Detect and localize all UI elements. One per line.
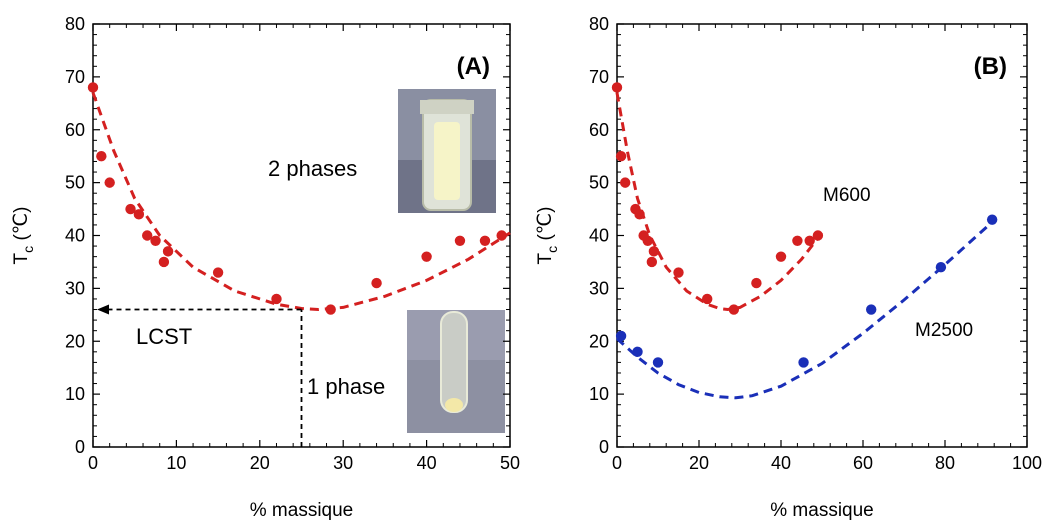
series-label-m600: M600 <box>823 185 871 206</box>
panel-b: 0 20 40 60 80 100 0 10 20 30 40 50 60 70 80 % massique T… <box>535 14 1042 520</box>
data-point <box>775 251 787 262</box>
data-point <box>142 230 153 241</box>
series-label-m2500: M2500 <box>915 320 973 341</box>
data-point <box>454 235 466 246</box>
x-tick-label: 80 <box>935 453 955 473</box>
panel-label: (B) <box>974 53 1007 80</box>
y-tick-label: 0 <box>599 437 609 457</box>
data-point <box>162 246 174 257</box>
panel-a: 0 10 20 30 40 50 0 10 20 30 40 50 60 70 80 % massique Tc… <box>11 14 520 520</box>
y-tick-label: 80 <box>589 14 609 34</box>
data-point <box>634 209 645 220</box>
data-point <box>96 150 107 162</box>
x-tick-label: 40 <box>771 453 791 473</box>
y-tick-label: 70 <box>589 67 609 87</box>
data-point <box>986 214 998 225</box>
data-point <box>866 304 877 315</box>
data-point <box>133 209 145 220</box>
data-point <box>87 82 99 93</box>
y-tick-label: 40 <box>65 226 85 246</box>
x-tick-label: 50 <box>500 453 520 473</box>
fit-curve-m2500 <box>615 218 996 400</box>
y-axis-label-unit: (℃) <box>11 207 32 246</box>
data-point <box>646 256 658 268</box>
x-axis-label: % massique <box>250 500 354 520</box>
y-axis-label: Tc (℃) <box>11 207 36 265</box>
data-point <box>798 357 809 368</box>
y-tick-label: 30 <box>589 278 609 298</box>
data-point <box>792 235 803 246</box>
data-point <box>728 304 740 315</box>
y-tick-label: 10 <box>65 384 85 404</box>
data-point <box>702 293 713 305</box>
y-tick-label: 20 <box>589 331 609 351</box>
y-axis-label-subscript: c <box>544 246 560 253</box>
data-point <box>642 235 653 246</box>
y-tick-label: 60 <box>65 120 85 140</box>
data-point <box>673 267 684 278</box>
data-point <box>804 235 815 246</box>
y-tick-label: 20 <box>65 331 85 351</box>
photo-one-phase-tube <box>407 310 505 433</box>
data-point <box>125 203 136 215</box>
data-point <box>158 256 170 268</box>
lcst-label: LCST <box>136 324 192 349</box>
x-axis-label: % massique <box>770 500 874 520</box>
two-phases-label: 2 phases <box>268 156 357 181</box>
data-point <box>421 251 432 262</box>
data-point <box>615 330 627 342</box>
data-point <box>271 293 282 305</box>
y-tick-label: 30 <box>65 278 85 298</box>
y-axis-label-unit: (℃) <box>535 207 556 246</box>
y-tick-label: 60 <box>589 120 609 140</box>
x-tick-label: 10 <box>166 453 186 473</box>
data-point <box>611 82 623 93</box>
data-point <box>812 230 824 241</box>
data-point <box>496 230 507 241</box>
x-tick-label: 20 <box>250 453 270 473</box>
data-point <box>615 150 627 162</box>
x-tick-label: 30 <box>333 453 353 473</box>
fit-curve-series-0 <box>91 92 511 312</box>
y-tick-label: 40 <box>589 226 609 246</box>
one-phase-label: 1 phase <box>307 374 385 399</box>
data-point <box>371 277 382 289</box>
x-tick-label: 0 <box>612 453 622 473</box>
data-point <box>620 177 631 188</box>
y-tick-label: 50 <box>65 173 85 193</box>
fit-curve-m600 <box>615 92 824 312</box>
data-point <box>212 267 224 278</box>
y-tick-label: 70 <box>65 67 85 87</box>
panel-label: (A) <box>457 53 490 80</box>
x-tick-label: 0 <box>88 453 98 473</box>
data-point <box>325 304 336 315</box>
y-axis-label-subscript: c <box>20 246 36 253</box>
y-axis-label-symbol: T <box>11 252 32 264</box>
data-point <box>479 235 491 246</box>
data-point <box>751 277 762 289</box>
x-tick-label: 20 <box>689 453 709 473</box>
data-point <box>935 262 947 273</box>
lcst-arrowhead <box>97 304 109 315</box>
x-tick-label: 100 <box>1012 453 1042 473</box>
x-tick-label: 40 <box>417 453 437 473</box>
y-tick-label: 80 <box>65 14 85 34</box>
y-axis-label: Tc (℃) <box>535 207 560 265</box>
data-point <box>632 346 643 358</box>
photo-two-phases-vial <box>398 89 496 213</box>
data-point <box>150 235 161 246</box>
data-point <box>104 177 115 188</box>
data-point <box>648 246 660 257</box>
x-tick-label: 60 <box>853 453 873 473</box>
y-tick-label: 0 <box>75 437 85 457</box>
y-tick-label: 50 <box>589 173 609 193</box>
y-tick-label: 10 <box>589 384 609 404</box>
data-point <box>652 357 664 368</box>
y-axis-label-symbol: T <box>535 252 556 264</box>
